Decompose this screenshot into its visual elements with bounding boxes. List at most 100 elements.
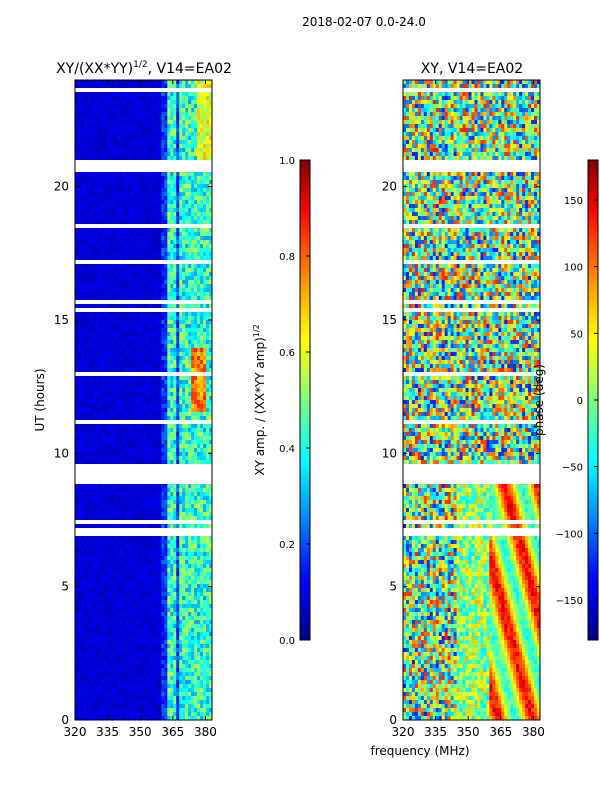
left-heat-cell bbox=[80, 432, 85, 436]
left-heat-cell bbox=[77, 416, 82, 420]
left-heat-cell bbox=[203, 632, 207, 636]
left-heat-cell bbox=[194, 440, 198, 444]
left-heat-cell bbox=[140, 448, 144, 452]
left-heat-cell bbox=[155, 344, 159, 348]
left-heat-cell bbox=[131, 552, 135, 556]
left-heat-cell bbox=[122, 428, 127, 432]
left-heat-cell bbox=[167, 264, 171, 268]
left-heat-cell bbox=[125, 368, 130, 372]
left-heat-cell bbox=[98, 612, 103, 616]
left-heat-cell bbox=[173, 328, 177, 332]
left-heat-cell bbox=[176, 692, 180, 696]
left-heat-cell bbox=[197, 644, 201, 648]
left-heat-cell bbox=[176, 584, 180, 588]
left-heat-cell bbox=[155, 692, 159, 696]
left-heat-cell bbox=[185, 604, 189, 608]
left-heat-cell bbox=[134, 404, 138, 408]
left-heat-cell bbox=[188, 316, 192, 320]
left-heat-cell bbox=[197, 340, 201, 344]
left-heat-cell bbox=[77, 636, 82, 640]
left-heat-cell bbox=[185, 544, 189, 548]
left-heat-cell bbox=[89, 280, 94, 284]
left-heat-cell bbox=[128, 608, 132, 612]
left-heat-cell bbox=[131, 316, 135, 320]
left-heat-cell bbox=[170, 664, 174, 668]
left-heat-cell bbox=[119, 572, 124, 576]
left-heat-cell bbox=[134, 380, 138, 384]
left-heat-cell bbox=[116, 604, 121, 608]
left-heat-cell bbox=[206, 452, 210, 456]
left-heat-cell bbox=[155, 272, 159, 276]
left-heat-cell bbox=[128, 312, 132, 316]
left-heat-cell bbox=[86, 584, 91, 588]
left-heat-cell bbox=[134, 584, 138, 588]
left-heat-cell bbox=[185, 360, 189, 364]
left-heat-cell bbox=[179, 664, 183, 668]
left-heat-cell bbox=[143, 696, 147, 700]
left-heat-cell bbox=[122, 312, 127, 316]
left-heat-cell bbox=[191, 560, 195, 564]
left-heat-cell bbox=[209, 556, 212, 560]
left-heat-cell bbox=[119, 704, 124, 708]
left-heat-cell bbox=[77, 640, 82, 644]
left-heat-cell bbox=[77, 656, 82, 660]
left-heat-cell bbox=[110, 524, 115, 528]
left-heat-cell bbox=[200, 268, 204, 272]
left-heat-cell bbox=[95, 600, 100, 604]
left-heat-cell bbox=[149, 660, 153, 664]
left-heat-cell bbox=[128, 264, 132, 268]
left-heat-cell bbox=[194, 320, 198, 324]
left-heat-cell bbox=[98, 316, 103, 320]
left-heat-cell bbox=[191, 268, 195, 272]
left-heat-cell bbox=[197, 380, 201, 384]
left-heat-cell bbox=[185, 344, 189, 348]
left-heat-cell bbox=[176, 604, 180, 608]
left-heat-cell bbox=[77, 620, 82, 624]
left-heat-cell bbox=[101, 396, 106, 400]
left-heat-cell bbox=[83, 460, 88, 464]
left-heat-cell bbox=[155, 496, 159, 500]
left-heat-cell bbox=[119, 624, 124, 628]
left-heat-cell bbox=[152, 596, 156, 600]
left-heat-cell bbox=[185, 368, 189, 372]
left-heat-cell bbox=[176, 368, 180, 372]
left-heat-cell bbox=[131, 684, 135, 688]
left-heat-cell bbox=[152, 612, 156, 616]
left-heat-cell bbox=[110, 652, 115, 656]
left-heat-cell bbox=[164, 356, 168, 360]
left-heat-cell bbox=[146, 624, 150, 628]
left-heat-cell bbox=[86, 288, 91, 292]
left-heat-cell bbox=[86, 392, 91, 396]
left-heat-cell bbox=[98, 700, 103, 704]
left-heat-cell bbox=[137, 432, 141, 436]
left-heat-cell bbox=[98, 676, 103, 680]
left-heat-cell bbox=[146, 244, 150, 248]
left-heat-cell bbox=[104, 256, 109, 260]
left-heat-cell bbox=[140, 292, 144, 296]
left-heat-cell bbox=[155, 320, 159, 324]
left-heat-cell bbox=[209, 484, 212, 488]
left-heat-cell bbox=[116, 240, 121, 244]
left-heat-cell bbox=[119, 292, 124, 296]
left-heat-cell bbox=[179, 452, 183, 456]
left-heat-cell bbox=[209, 500, 212, 504]
left-heat-cell bbox=[98, 404, 103, 408]
left-heat-cell bbox=[137, 580, 141, 584]
left-heat-cell bbox=[104, 632, 109, 636]
left-heat-cell bbox=[137, 620, 141, 624]
left-heat-cell bbox=[110, 232, 115, 236]
left-heat-cell bbox=[140, 656, 144, 660]
left-heat-cell bbox=[92, 364, 97, 368]
left-heat-cell bbox=[152, 428, 156, 432]
left-heat-cell bbox=[116, 296, 121, 300]
left-heat-cell bbox=[152, 276, 156, 280]
left-heat-cell bbox=[125, 380, 130, 384]
left-heat-cell bbox=[92, 320, 97, 324]
left-heat-cell bbox=[101, 344, 106, 348]
left-heat-cell bbox=[113, 408, 118, 412]
left-heat-cell bbox=[77, 444, 82, 448]
left-heat-cell bbox=[131, 412, 135, 416]
left-heat-cell bbox=[164, 384, 168, 388]
left-heat-cell bbox=[134, 612, 138, 616]
left-heat-cell bbox=[185, 384, 189, 388]
